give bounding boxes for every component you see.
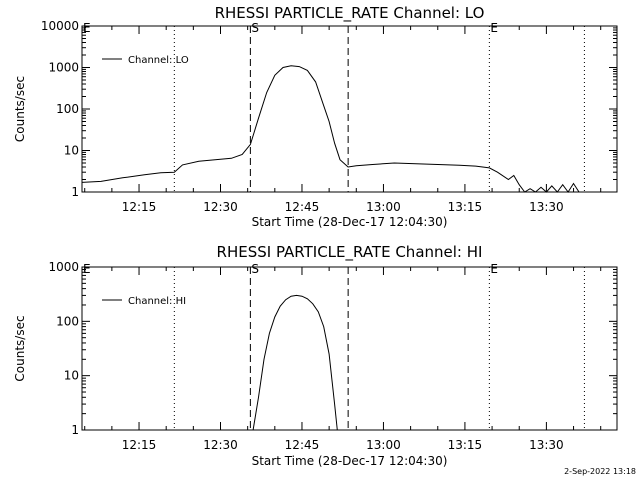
time-marker-label: S	[251, 21, 259, 35]
x-tick-label: 12:15	[122, 438, 157, 452]
y-tick-label: 1000	[48, 61, 79, 75]
x-tick-label: 13:15	[448, 200, 483, 214]
x-tick-label: 12:45	[285, 200, 320, 214]
plot-frame	[81, 266, 618, 431]
chart-title: RHESSI PARTICLE_RATE Channel: HI	[217, 243, 483, 262]
y-tick-label: 100	[56, 102, 79, 116]
y-axis-label: Counts/sec	[13, 76, 27, 142]
series-line	[252, 294, 338, 431]
legend-entry: Channel: HI	[128, 296, 186, 307]
chart-title: RHESSI PARTICLE_RATE Channel: LO	[215, 4, 485, 23]
y-tick-label: 10	[64, 369, 79, 383]
time-marker-label: E	[490, 21, 498, 35]
x-tick-label: 13:00	[366, 438, 401, 452]
x-tick-label: 12:15	[122, 200, 157, 214]
x-tick-label: 12:30	[203, 200, 238, 214]
footer-timestamp: 2-Sep-2022 13:18	[564, 467, 636, 476]
x-tick-label: 13:30	[529, 438, 564, 452]
x-tick-label: 13:15	[448, 438, 483, 452]
y-tick-label: 100	[56, 314, 79, 328]
legend-entry: Channel: LO	[128, 55, 189, 66]
y-tick-label: 10000	[41, 19, 79, 33]
x-axis-label: Start Time (28-Dec-17 12:04:30)	[252, 454, 448, 468]
y-tick-label: 1	[71, 423, 79, 437]
x-tick-label: 12:30	[203, 438, 238, 452]
y-tick-label: 1	[71, 185, 79, 199]
x-tick-label: 13:30	[529, 200, 564, 214]
x-axis-label: Start Time (28-Dec-17 12:04:30)	[252, 215, 448, 229]
y-axis-label: Counts/sec	[13, 315, 27, 381]
time-marker-label: E	[490, 262, 498, 276]
chart-panel-hi: RHESSI PARTICLE_RATE Channel: HI 1 10 100 10…	[13, 243, 618, 468]
chart-panel-lo: RHESSI PARTICLE_RATE Channel: LO 1 10 100 10…	[13, 4, 618, 229]
time-marker-label: E	[83, 262, 91, 276]
y-tick-label: 1000	[48, 260, 79, 274]
time-marker-label: S	[251, 262, 259, 276]
series-line	[81, 65, 580, 193]
y-tick-label: 10	[64, 144, 79, 158]
x-tick-label: 12:45	[285, 438, 320, 452]
time-marker-label: E	[83, 21, 91, 35]
x-tick-label: 13:00	[366, 200, 401, 214]
